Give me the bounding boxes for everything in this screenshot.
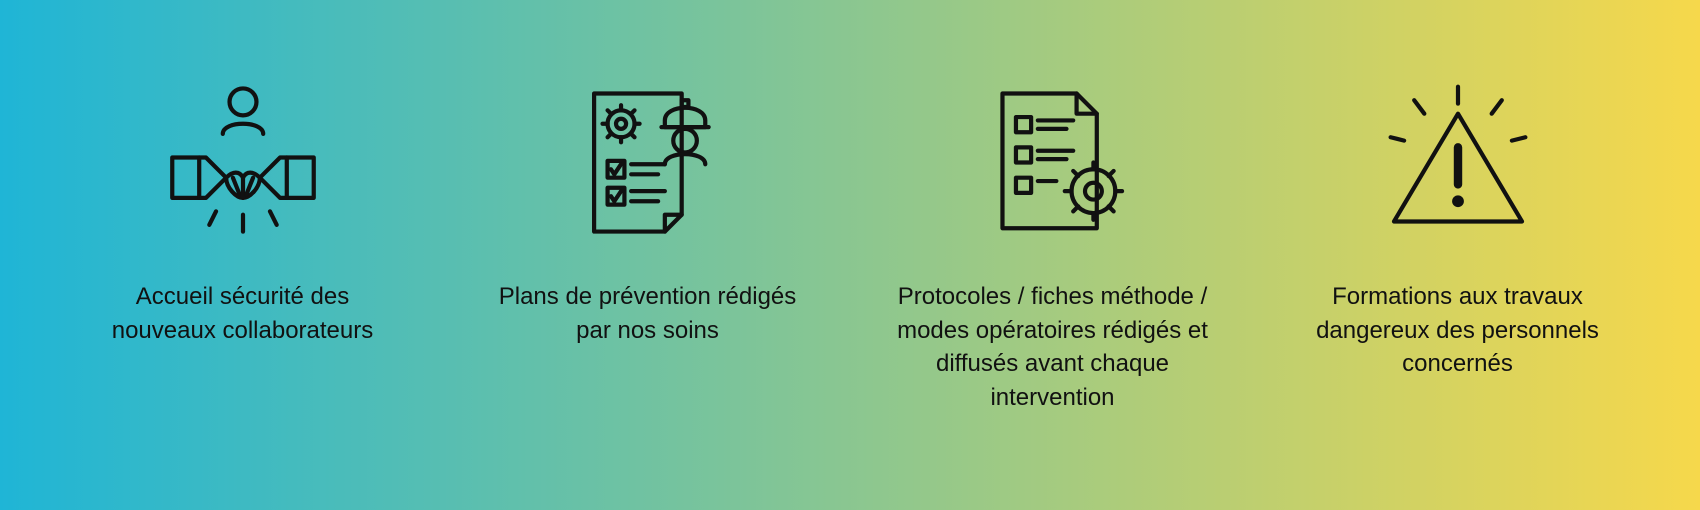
- feature-item-prevention: Plans de prévention rédigés par nos soin…: [445, 80, 850, 347]
- warning-training-icon: [1373, 80, 1543, 240]
- feature-item-formations: Formations aux travaux dangereux des per…: [1255, 80, 1660, 381]
- handshake-person-icon: [158, 80, 328, 240]
- prevention-plan-icon: [563, 80, 733, 240]
- feature-item-protocoles: Protocoles / fiches méthode / modes opér…: [850, 80, 1255, 414]
- protocol-document-icon: [968, 80, 1138, 240]
- feature-caption: Plans de prévention rédigés par nos soin…: [488, 280, 808, 347]
- feature-caption: Accueil sécurité des nouveaux collaborat…: [83, 280, 403, 347]
- feature-caption: Formations aux travaux dangereux des per…: [1298, 280, 1618, 381]
- feature-caption: Protocoles / fiches méthode / modes opér…: [893, 280, 1213, 414]
- feature-item-accueil: Accueil sécurité des nouveaux collaborat…: [40, 80, 445, 347]
- infographic-row: Accueil sécurité des nouveaux collaborat…: [0, 0, 1700, 510]
